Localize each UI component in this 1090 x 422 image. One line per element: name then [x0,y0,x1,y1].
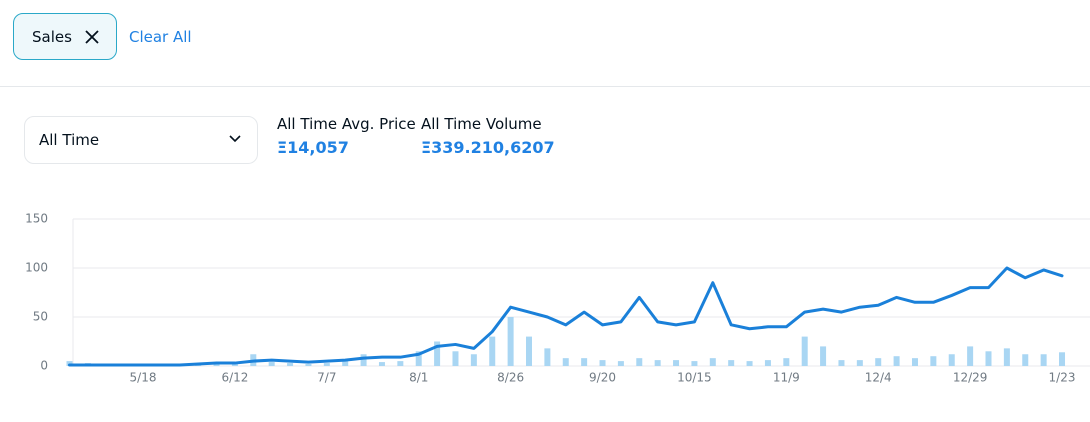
separator [0,86,1090,87]
stat-value: Ξ339.210,6207 [421,138,555,157]
chart: 0 50 100 150 5/18 6/12 7/7 8/1 8/26 9/20 10/15 11/9… [25,212,1090,385]
x-tick-label: 11/9 [773,371,800,385]
bar [838,360,845,366]
bar [820,346,827,366]
x-tick-label: 7/7 [317,371,336,385]
bar [581,358,588,366]
bar [360,354,367,366]
bar [526,336,532,366]
y-tick-label: 0 [40,359,48,373]
bar [507,317,514,366]
bar [617,361,624,366]
bar [434,341,441,366]
bar [268,362,275,366]
filter-chip[interactable]: Sales [13,13,117,60]
bar [801,336,808,366]
x-tick-label: 5/18 [130,371,157,385]
bar [967,346,974,366]
stat-value: Ξ14,057 [277,138,349,157]
bar [1022,354,1029,366]
close-icon[interactable] [84,29,100,45]
bar [287,363,294,366]
bar [489,336,496,366]
bar [893,356,900,366]
period-dropdown[interactable]: All Time [24,116,258,164]
x-tick-label: 8/26 [497,371,524,385]
bar [728,360,735,366]
x-tick-label: 12/4 [865,371,892,385]
bar [305,364,312,366]
bar [378,362,385,366]
bar [691,361,698,366]
bar [544,348,551,366]
y-tick-label: 100 [25,261,48,275]
bar [1003,348,1010,366]
bar [1040,354,1047,366]
y-tick-label: 50 [33,310,48,324]
bar [856,360,863,366]
bar [948,354,955,366]
bar [323,363,330,366]
bar [1059,352,1066,366]
bar [397,361,404,366]
line [68,266,1064,367]
bar [415,351,422,366]
x-tick-label: 8/1 [409,371,428,385]
stat-label: All Time Volume [421,115,542,133]
bar [709,358,716,366]
stat: All Time Volume Ξ339.210,6207 [421,115,555,157]
stat-label: All Time Avg. Price [277,115,416,133]
stat: All Time Avg. Price Ξ14,057 [277,115,416,157]
x-tick-label: 12/29 [953,371,988,385]
bar [636,358,643,366]
x-tick-label: 1/23 [1049,371,1076,385]
bar [470,354,477,366]
bar [342,361,349,366]
x-tick-label: 9/20 [589,371,616,385]
bar [875,358,882,366]
bar [562,358,569,366]
bar [673,360,680,366]
bar [911,358,918,366]
clear-all[interactable]: Clear All [129,28,192,46]
period-label: All Time [39,131,100,149]
chevron [229,135,241,143]
bar [599,360,606,366]
bar [930,356,937,366]
x-tick-label: 10/15 [677,371,712,385]
chip-label: Sales [32,27,72,46]
bar [452,351,459,366]
bar [746,361,753,366]
bar [764,360,771,366]
y-tick-label: 150 [25,212,48,226]
bar [985,351,992,366]
x-tick-label: 6/12 [221,371,248,385]
bar [783,358,790,366]
bar [654,360,661,366]
